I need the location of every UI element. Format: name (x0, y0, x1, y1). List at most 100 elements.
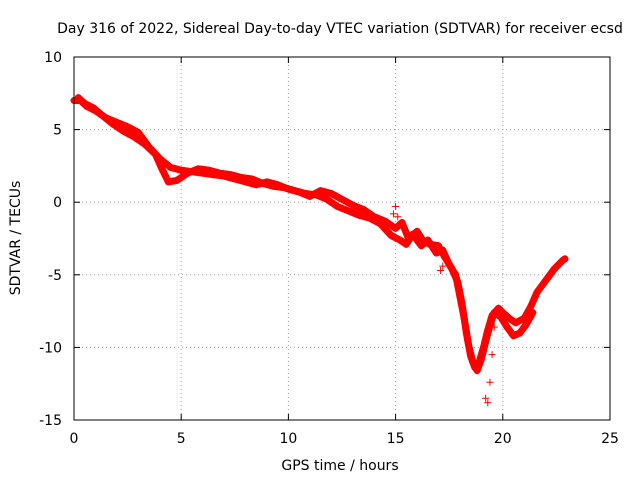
data-point (380, 224, 388, 232)
x-tick-label: 15 (387, 431, 405, 447)
grid (74, 57, 610, 420)
data-point (527, 312, 535, 320)
data-point (384, 228, 392, 236)
data-point (323, 195, 331, 203)
y-tick-label: 10 (44, 50, 62, 66)
data-point (166, 163, 174, 171)
data-point (439, 246, 447, 254)
data-point (467, 352, 475, 360)
data-point (119, 127, 127, 135)
data-point (486, 322, 494, 330)
data-point (454, 285, 462, 293)
data-point (529, 298, 537, 306)
data-point (473, 367, 481, 375)
data-point (542, 277, 550, 285)
data-point (280, 184, 288, 192)
data-point (163, 160, 171, 168)
y-axis-label: SDTVAR / TECUs (8, 181, 24, 296)
data-point (393, 235, 401, 242)
series-line (70, 97, 569, 372)
data-point (472, 364, 480, 372)
data-point (496, 306, 504, 314)
y-tick-label: -5 (48, 268, 62, 284)
data-point (352, 203, 360, 211)
data-point (434, 242, 442, 250)
data-point (477, 355, 485, 363)
data-point (334, 203, 342, 211)
data-point (184, 169, 192, 177)
data-point (327, 189, 335, 197)
data-point (484, 399, 492, 407)
data-point (424, 236, 432, 244)
data-point (205, 166, 213, 174)
data-point (359, 212, 367, 220)
data-point (439, 262, 447, 270)
data-point (517, 316, 525, 324)
data-point (209, 167, 217, 175)
data-point (384, 219, 392, 227)
data-point (475, 363, 483, 371)
data-point (522, 320, 530, 328)
data-point (180, 172, 188, 180)
data-point (482, 338, 490, 346)
data-point (460, 314, 468, 322)
data-point (337, 204, 345, 212)
data-point (158, 165, 166, 173)
data-point (162, 174, 170, 182)
x-tick-label: 10 (279, 431, 297, 447)
data-point (456, 293, 464, 301)
data-point (259, 179, 267, 187)
data-point (187, 168, 195, 176)
data-point (334, 193, 342, 201)
series-spikes (389, 203, 498, 407)
data-point (453, 278, 461, 286)
data-point (490, 323, 498, 331)
data-point (227, 171, 235, 179)
data-point (320, 188, 328, 196)
data-point (392, 203, 400, 211)
data-point (156, 160, 164, 168)
data-point (556, 259, 564, 267)
data-point (486, 378, 494, 386)
data-point (349, 201, 357, 209)
data-point (148, 147, 156, 155)
x-tick-label: 20 (494, 431, 512, 447)
data-point (482, 394, 490, 402)
y-tick-label: 0 (53, 195, 62, 211)
data-point (105, 117, 113, 125)
y-tick-label: 5 (53, 123, 62, 139)
x-tick-label: 0 (70, 431, 79, 447)
data-point (443, 256, 451, 264)
data-point (134, 129, 142, 137)
data-point (137, 138, 145, 146)
data-point (319, 194, 327, 202)
data-point (457, 300, 465, 308)
data-point (525, 316, 533, 324)
data-point (463, 332, 471, 340)
data-point (86, 102, 94, 110)
data-point (112, 122, 120, 130)
data-point (134, 135, 142, 143)
data-point (101, 114, 109, 122)
data-point (356, 204, 364, 212)
data-point (291, 187, 299, 195)
data-point (515, 317, 523, 325)
axis-ticks: 0 5 10 15 20 25 -15 -10 -5 0 5 10 (39, 50, 619, 447)
data-point (287, 186, 295, 194)
data-point (327, 198, 335, 206)
data-point (341, 205, 349, 213)
data-point (553, 262, 561, 270)
data-point (109, 120, 117, 128)
series-track-b (74, 94, 537, 375)
data-point (512, 319, 520, 327)
data-point (342, 197, 350, 205)
series-line (74, 94, 537, 375)
data-point (348, 208, 356, 216)
data-point (427, 240, 435, 248)
data-point (126, 131, 134, 139)
data-point (459, 307, 467, 315)
y-tick-label: -15 (39, 413, 62, 429)
data-point (452, 271, 460, 279)
data-point (531, 293, 539, 301)
